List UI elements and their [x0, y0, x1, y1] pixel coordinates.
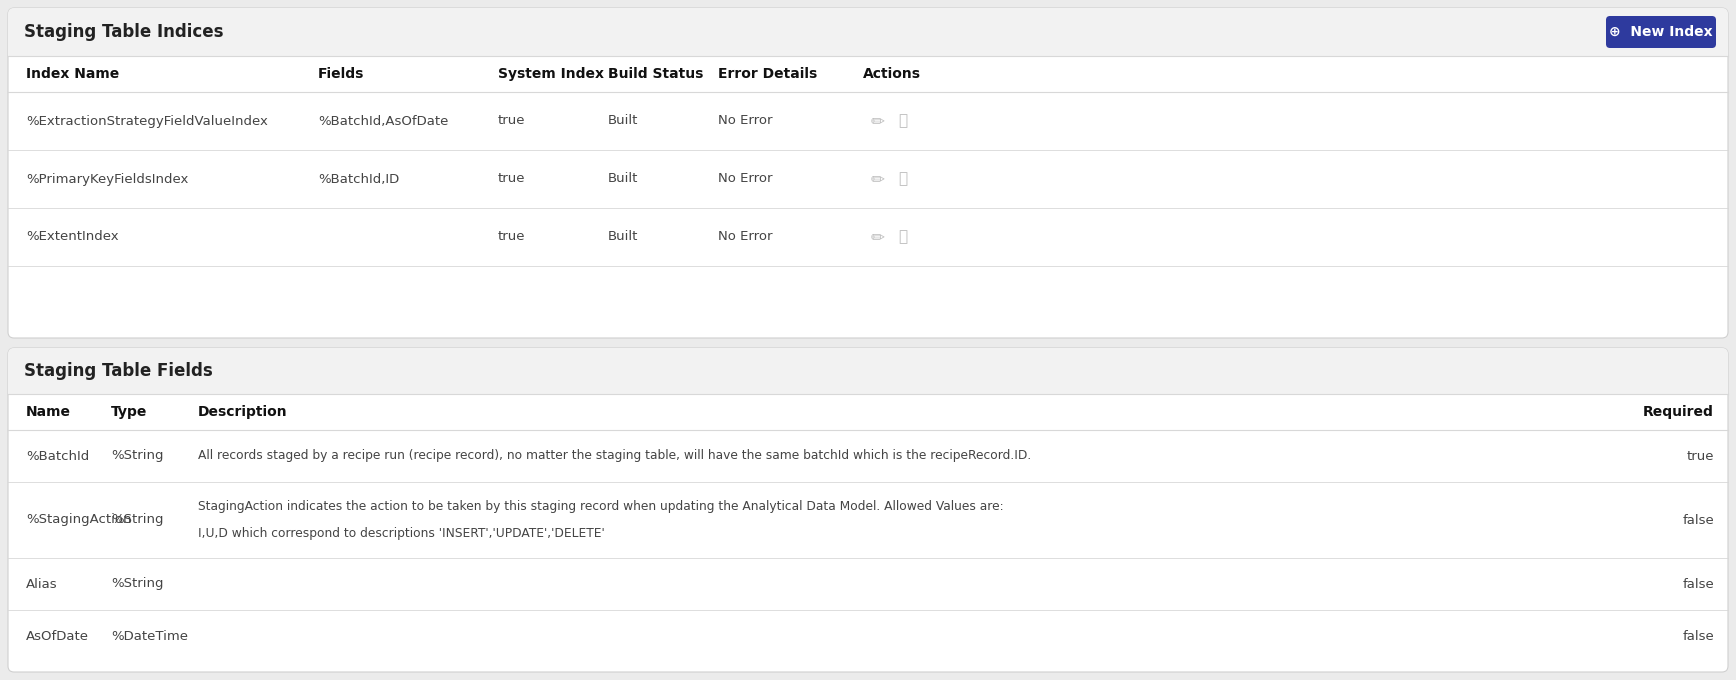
Text: I,U,D which correspond to descriptions 'INSERT','UPDATE','DELETE': I,U,D which correspond to descriptions '…	[198, 527, 604, 540]
Text: Staging Table Fields: Staging Table Fields	[24, 362, 214, 380]
Text: false: false	[1682, 577, 1713, 590]
FancyBboxPatch shape	[9, 348, 1727, 394]
Text: %BatchId,AsOfDate: %BatchId,AsOfDate	[318, 114, 448, 128]
Text: Index Name: Index Name	[26, 67, 120, 81]
FancyBboxPatch shape	[1606, 16, 1715, 48]
Text: ✏: ✏	[871, 170, 885, 188]
Text: System Index: System Index	[498, 67, 604, 81]
Text: %ExtentIndex: %ExtentIndex	[26, 231, 118, 243]
Text: No Error: No Error	[719, 231, 773, 243]
Text: true: true	[1686, 449, 1713, 462]
Text: false: false	[1682, 513, 1713, 526]
Text: Required: Required	[1644, 405, 1713, 419]
FancyBboxPatch shape	[9, 8, 1727, 338]
Text: %ExtractionStrategyFieldValueIndex: %ExtractionStrategyFieldValueIndex	[26, 114, 267, 128]
Text: No Error: No Error	[719, 114, 773, 128]
Text: true: true	[498, 114, 526, 128]
Text: Name: Name	[26, 405, 71, 419]
Text: Fields: Fields	[318, 67, 365, 81]
Text: Actions: Actions	[863, 67, 922, 81]
Text: Built: Built	[608, 114, 639, 128]
Text: No Error: No Error	[719, 173, 773, 186]
Text: Staging Table Indices: Staging Table Indices	[24, 23, 224, 41]
FancyBboxPatch shape	[9, 8, 1727, 56]
Text: Description: Description	[198, 405, 288, 419]
Text: ✏: ✏	[871, 228, 885, 246]
Text: %String: %String	[111, 513, 163, 526]
Text: false: false	[1682, 630, 1713, 643]
FancyBboxPatch shape	[9, 348, 1727, 672]
Text: Type: Type	[111, 405, 148, 419]
Text: %StagingAction: %StagingAction	[26, 513, 132, 526]
Text: Built: Built	[608, 173, 639, 186]
Text: %BatchId,ID: %BatchId,ID	[318, 173, 399, 186]
Text: 🗑: 🗑	[898, 171, 908, 186]
Text: Built: Built	[608, 231, 639, 243]
Text: AsOfDate: AsOfDate	[26, 630, 89, 643]
Bar	[9, 371, 1727, 394]
Text: %DateTime: %DateTime	[111, 630, 187, 643]
Text: ✏: ✏	[871, 112, 885, 130]
Text: Alias: Alias	[26, 577, 57, 590]
Text: ⊕  New Index: ⊕ New Index	[1609, 25, 1713, 39]
Text: %String: %String	[111, 577, 163, 590]
Text: true: true	[498, 173, 526, 186]
Text: 🗑: 🗑	[898, 230, 908, 245]
Text: StagingAction indicates the action to be taken by this staging record when updat: StagingAction indicates the action to be…	[198, 500, 1003, 513]
Text: 🗑: 🗑	[898, 114, 908, 129]
Bar	[9, 32, 1727, 56]
Text: %String: %String	[111, 449, 163, 462]
Text: true: true	[498, 231, 526, 243]
Text: Error Details: Error Details	[719, 67, 818, 81]
Text: Build Status: Build Status	[608, 67, 703, 81]
Text: %BatchId: %BatchId	[26, 449, 89, 462]
Text: All records staged by a recipe run (recipe record), no matter the staging table,: All records staged by a recipe run (reci…	[198, 449, 1031, 462]
Text: %PrimaryKeyFieldsIndex: %PrimaryKeyFieldsIndex	[26, 173, 189, 186]
